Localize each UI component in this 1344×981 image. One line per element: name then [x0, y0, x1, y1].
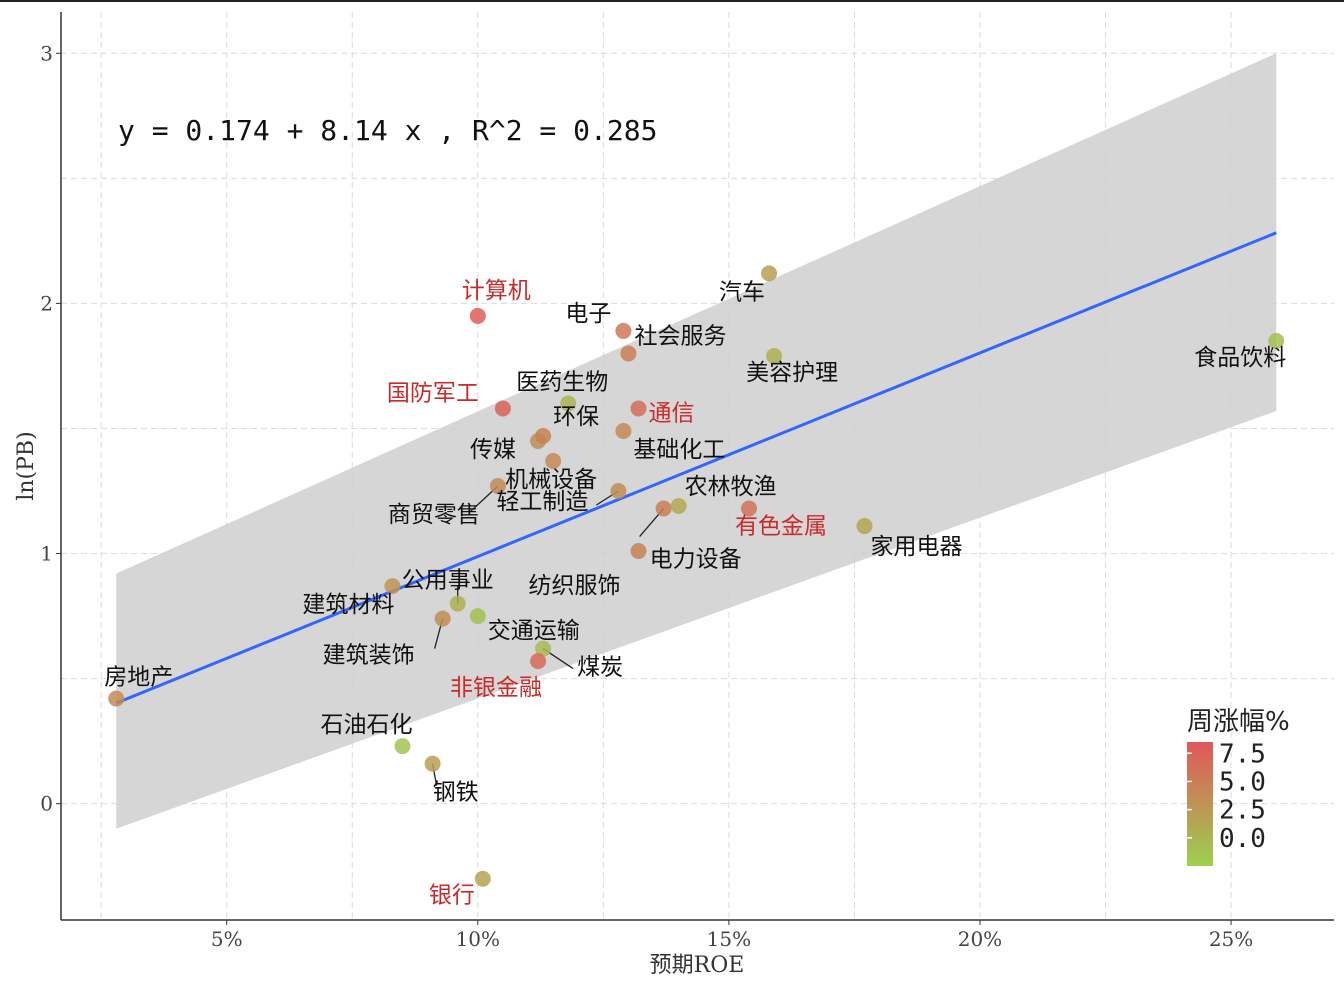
y-axis-ticks: 0 1 2 3	[40, 41, 61, 816]
legend-tick-label: 7.5	[1219, 739, 1266, 769]
point-label: 有色金属	[735, 514, 827, 540]
point-机械设备	[545, 452, 562, 469]
point-label: 农林牧渔	[685, 474, 777, 500]
point-label: 纺织服饰	[528, 573, 620, 599]
point-label: 社会服务	[634, 323, 726, 349]
point-石油石化	[394, 738, 411, 755]
point-煤炭	[535, 640, 552, 657]
point-label: 煤炭	[577, 655, 623, 681]
point-家用电器	[856, 518, 873, 535]
x-axis-ticks: 5% 10% 15% 20% 25%	[211, 920, 1253, 951]
point-label: 电力设备	[650, 547, 742, 573]
data-points	[108, 265, 1285, 887]
point-电力设备	[655, 500, 672, 517]
point-公用事业	[449, 595, 466, 612]
point-label: 传媒	[470, 437, 516, 463]
point-轻工制造	[610, 483, 627, 500]
point-label: 国防军工	[387, 380, 479, 406]
point-label: 钢铁	[433, 780, 479, 806]
point-美容护理	[766, 347, 783, 364]
point-label: 基础化工	[633, 437, 725, 463]
point-社会服务	[620, 345, 637, 362]
point-label: 通信	[648, 400, 694, 426]
legend-tick-label: 0.0	[1219, 824, 1266, 854]
point-食品饮料	[1268, 332, 1285, 349]
point-label: 石油石化	[320, 712, 412, 738]
confidence-band	[116, 53, 1277, 829]
point-电子	[615, 322, 632, 339]
point-通信	[630, 400, 647, 417]
point-label: 建筑材料	[302, 592, 394, 618]
y-tick-label: 0	[40, 792, 53, 816]
regression-line	[115, 231, 1277, 705]
point-label: 电子	[565, 301, 611, 327]
point-房地产	[108, 690, 125, 707]
y-axis-title: ln(PB)	[14, 431, 39, 500]
legend-ticks: 7.55.02.50.0	[1187, 739, 1266, 854]
x-tick-label: 20%	[958, 927, 1002, 951]
point-label: 非银金融	[450, 675, 542, 701]
point-农林牧渔	[670, 498, 687, 515]
legend-tick-label: 5.0	[1219, 767, 1266, 797]
point-label: 建筑装饰	[323, 643, 415, 669]
y-tick-label: 1	[40, 542, 53, 566]
point-非银金融	[530, 653, 547, 670]
point-label: 交通运输	[488, 618, 580, 644]
point-有色金属	[740, 500, 757, 517]
x-tick-label: 10%	[456, 927, 500, 951]
point-label: 汽车	[719, 279, 765, 305]
point-label: 食品饮料	[1194, 345, 1286, 371]
color-legend: 周涨幅% 7.55.02.50.0	[1187, 707, 1290, 866]
point-汽车	[761, 265, 778, 282]
regression-equation: y = 0.174 + 8.14 x , R^2 = 0.285	[118, 114, 657, 147]
point-商贸零售	[489, 478, 506, 495]
legend-tick-label: 2.5	[1219, 796, 1266, 826]
y-tick-label: 3	[40, 41, 53, 65]
x-tick-label: 15%	[707, 927, 751, 951]
legend-title: 周涨幅%	[1187, 707, 1290, 737]
legend-colorbar	[1187, 742, 1213, 866]
x-tick-label: 25%	[1209, 927, 1253, 951]
point-基础化工	[615, 422, 632, 439]
point-钢铁	[424, 755, 441, 772]
point-label: 公用事业	[402, 568, 494, 594]
point-交通运输	[469, 608, 486, 625]
point-医药生物	[560, 395, 577, 412]
point-label: 家用电器	[870, 534, 962, 560]
point-label: 医药生物	[516, 369, 608, 395]
point-label: 美容护理	[746, 360, 838, 386]
point-label: 计算机	[462, 278, 531, 304]
point-环保	[535, 427, 552, 444]
y-tick-label: 2	[40, 291, 53, 315]
point-label: 商贸零售	[388, 502, 480, 528]
point-label: 环保	[553, 404, 599, 430]
point-国防军工	[494, 400, 511, 417]
point-label: 机械设备	[505, 467, 597, 493]
point-建筑装饰	[434, 610, 451, 627]
point-计算机	[469, 307, 486, 324]
x-axis-title: 预期ROE	[650, 953, 745, 978]
point-纺织服饰	[630, 543, 647, 560]
point-建筑材料	[384, 578, 401, 595]
point-label: 银行	[429, 883, 475, 909]
x-tick-label: 5%	[211, 927, 243, 951]
point-label: 轻工制造	[496, 489, 588, 515]
point-label: 房地产	[104, 665, 173, 691]
point-银行	[474, 870, 491, 887]
